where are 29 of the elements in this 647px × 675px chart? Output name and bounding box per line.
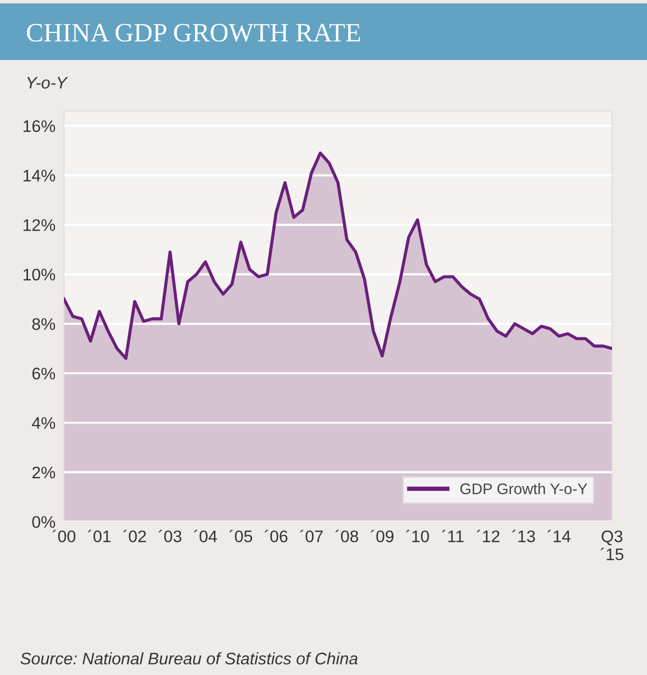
x-tick-label: Q3 ´15 xyxy=(600,530,624,560)
y-tick-label: 4% xyxy=(32,417,56,429)
x-tick-label: ´02 xyxy=(123,530,146,542)
x-tick-label: ´10 xyxy=(406,530,429,542)
x-tick-label: ´14 xyxy=(548,530,571,542)
source-note: Source: National Bureau of Statistics of China xyxy=(20,652,358,664)
y-tick-label: 14% xyxy=(24,170,56,182)
x-tick-label: ´13 xyxy=(512,530,535,542)
x-tick-label: ´08 xyxy=(335,530,358,542)
x-tick-label: ´00 xyxy=(52,530,76,542)
y-tick-label: 2% xyxy=(32,466,56,478)
x-tick-label: ´07 xyxy=(300,530,323,542)
y-tick-label: 6% xyxy=(32,368,56,380)
y-tick-label: 0% xyxy=(32,516,56,528)
x-tick-label: ´11 xyxy=(442,530,464,542)
y-tick-label: 12% xyxy=(24,219,56,231)
x-tick-label: ´04 xyxy=(194,530,217,542)
x-tick-label: ´09 xyxy=(370,530,394,542)
x-tick-label: ´03 xyxy=(158,530,182,542)
x-tick-label: ´05 xyxy=(229,530,252,542)
legend-label: GDP Growth Y-o-Y xyxy=(460,483,588,494)
y-axis-title: Y-o-Y xyxy=(27,76,68,89)
y-tick-label: 10% xyxy=(24,268,56,280)
x-tick-label: ´01 xyxy=(88,530,111,542)
y-tick-label: 16% xyxy=(24,120,56,132)
y-tick-label: 8% xyxy=(32,318,56,330)
x-tick-label: ´06 xyxy=(264,530,288,542)
chart-title: CHINA GDP GROWTH RATE xyxy=(26,24,360,42)
x-tick-label: ´12 xyxy=(476,530,500,542)
